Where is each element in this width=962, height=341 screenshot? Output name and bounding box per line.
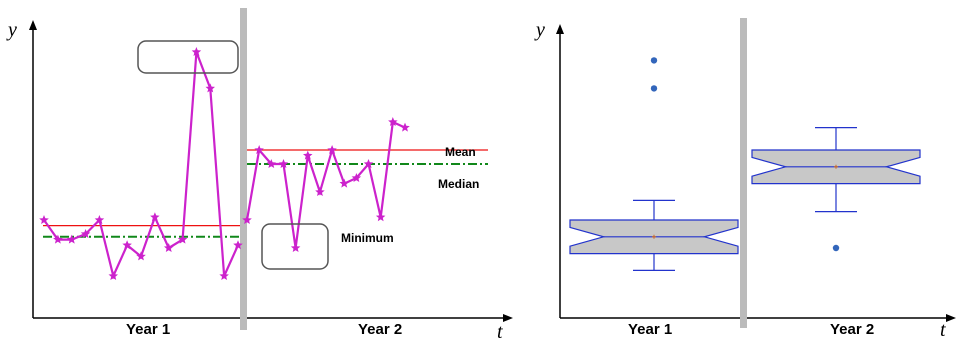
year1-boxplot [569, 57, 739, 271]
year1-point [205, 83, 215, 93]
year-divider-left [240, 8, 247, 330]
year2-series-markers [242, 117, 410, 252]
year2-point [266, 159, 277, 168]
year1-point [136, 251, 146, 261]
right-x-axis-label: t [940, 319, 946, 341]
left-y-axis-label: y [6, 19, 17, 41]
year2-outlier [832, 244, 840, 252]
year2-point [400, 122, 410, 132]
year2-point [327, 145, 337, 154]
left-x-axis-arrow [503, 314, 513, 322]
right-x-axis-arrow [946, 314, 956, 322]
left-year2-label: Year 2 [358, 321, 402, 338]
mean-annotation: Mean [445, 145, 476, 159]
year1-point [80, 229, 91, 238]
year2-point [315, 187, 325, 196]
year1-outlier [650, 85, 658, 92]
year2-boxplot [751, 126, 921, 252]
year2-point [388, 117, 398, 126]
year1-point [122, 240, 132, 250]
year2-point [290, 243, 301, 252]
right-panel: y t Year 1 Year 2 [534, 18, 956, 341]
peak-highlight-box [137, 40, 239, 74]
year1-point [67, 234, 77, 244]
year1-outlier [650, 57, 658, 64]
year2-point [351, 173, 362, 182]
left-y-axis-arrow [29, 20, 37, 30]
left-year1-label: Year 1 [126, 321, 170, 338]
minimum-highlight-box [261, 223, 329, 270]
year2-series-line [245, 120, 406, 249]
year1-point [164, 243, 174, 252]
year-divider-right [740, 18, 747, 328]
year2-point [254, 145, 264, 154]
minimum-annotation: Minimum [341, 231, 394, 245]
year2-point [242, 215, 252, 224]
year2-point [278, 159, 289, 168]
left-x-axis-label: t [497, 321, 503, 341]
year2-point [363, 159, 374, 168]
year1-point [94, 215, 105, 224]
right-year1-label: Year 1 [628, 321, 672, 338]
year1-series-markers [39, 47, 243, 280]
year2-point [339, 178, 349, 188]
year1-point [108, 271, 118, 280]
year2-point [303, 150, 313, 160]
year1-point [150, 212, 160, 222]
year1-point [53, 234, 63, 244]
year2-point [375, 212, 386, 222]
year1-point [177, 234, 188, 244]
year1-point [191, 47, 202, 56]
year1-point [233, 240, 243, 250]
right-year2-label: Year 2 [830, 321, 874, 338]
year1-point [219, 271, 229, 280]
median-annotation: Median [438, 177, 479, 191]
year1-point [39, 215, 49, 224]
left-panel: y t Mean Median Minimum Year 1 Year 2 [6, 8, 513, 341]
right-y-axis-label: y [534, 19, 545, 41]
right-y-axis-arrow [556, 24, 564, 34]
